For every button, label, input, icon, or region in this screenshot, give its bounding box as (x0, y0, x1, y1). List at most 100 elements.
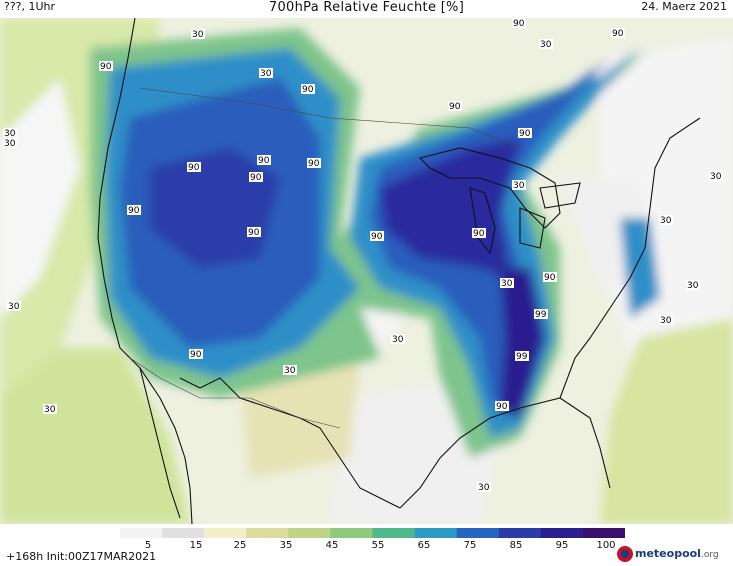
contour-label: 90 (307, 158, 321, 169)
contour-label: 90 (448, 101, 462, 112)
colorbar-tick: 15 (189, 540, 203, 551)
svg-text:30: 30 (478, 483, 490, 493)
contour-label: 30 (7, 301, 21, 312)
humidity-field (0, 18, 733, 524)
contour-label: 90 (495, 401, 509, 412)
colorbar-cell (372, 528, 416, 538)
svg-text:90: 90 (513, 19, 525, 29)
svg-text:90: 90 (473, 229, 485, 239)
map-date: 24. Maerz 2021 (641, 0, 727, 13)
init-time: +168h Init:00Z17MAR2021 (6, 550, 157, 563)
colorbar-tick: 45 (325, 540, 339, 551)
colorbar-cell (246, 528, 289, 538)
colorbar-tick: 95 (555, 540, 569, 551)
contour-label: 30 (191, 29, 205, 40)
contour-label: 30 (259, 68, 273, 79)
colorbar-cell (120, 528, 163, 538)
contour-label: 90 (611, 28, 625, 39)
contour-label: 30 (686, 280, 700, 291)
svg-text:30: 30 (513, 181, 525, 191)
colorbar-tick: 55 (371, 540, 385, 551)
colorbar-cell (498, 528, 542, 538)
colorbar-tick: 65 (417, 540, 431, 551)
svg-text:90: 90 (612, 29, 624, 39)
contour-label: 30 (43, 404, 57, 415)
contour-label: 30 (512, 180, 526, 191)
svg-text:30: 30 (44, 405, 56, 415)
svg-text:90: 90 (250, 173, 262, 183)
svg-text:30: 30 (660, 316, 672, 326)
contour-label: 90 (247, 227, 261, 238)
svg-text:30: 30 (710, 172, 722, 182)
svg-text:30: 30 (687, 281, 699, 291)
svg-text:30: 30 (660, 216, 672, 226)
svg-text:90: 90 (308, 159, 320, 169)
borders (129, 87, 521, 429)
svg-text:90: 90 (544, 273, 556, 283)
contour-label: 90 (370, 231, 384, 242)
svg-text:99: 99 (516, 352, 528, 362)
humidity-map: 90 90 90 90 90 90 90 90 90 90 90 90 90 9… (0, 18, 733, 524)
contour-label: 90 (512, 18, 526, 29)
svg-text:90: 90 (519, 129, 531, 139)
colorbar-tick: 75 (463, 540, 477, 551)
colorbar-tick: 35 (279, 540, 293, 551)
contour-label: 90 (187, 162, 201, 173)
svg-text:90: 90 (248, 228, 260, 238)
contour-label: 30 (659, 215, 673, 226)
svg-text:30: 30 (392, 335, 404, 345)
svg-text:90: 90 (371, 232, 383, 242)
colorbar-cell (582, 528, 625, 538)
colorbar-cell (204, 528, 247, 538)
svg-text:30: 30 (501, 279, 513, 289)
colorbar-cell (330, 528, 373, 538)
contour-label: 90 (301, 84, 315, 95)
colorbar-cell (456, 528, 500, 538)
contour-label: 30 (659, 315, 673, 326)
contour-label: 30 (391, 334, 405, 345)
contour-label: 30 (477, 482, 491, 493)
contour-label: 90 (543, 272, 557, 283)
meteopool-logo-text: meteopool.org (635, 547, 719, 560)
svg-text:99: 99 (535, 310, 547, 320)
svg-text:30: 30 (8, 302, 20, 312)
colorbar-cell (540, 528, 584, 538)
svg-text:30: 30 (260, 69, 272, 79)
map-title: 700hPa Relative Feuchte [%] (268, 0, 465, 15)
meteopool-logo-icon (617, 546, 633, 562)
contour-label: 90 (189, 349, 203, 360)
title-bar: ???, 1Uhr 700hPa Relative Feuchte [%] 24… (0, 0, 733, 18)
svg-text:30: 30 (192, 30, 204, 40)
colorbar-cell (414, 528, 458, 538)
contour-label: 90 (249, 172, 263, 183)
colorbar-cell (288, 528, 331, 538)
svg-text:90: 90 (188, 163, 200, 173)
contour-label: 30 (539, 39, 553, 50)
contour-label: 99 (534, 309, 548, 320)
contour-label: 30 (3, 138, 17, 149)
contour-labels: 90 90 90 90 90 90 90 90 90 90 90 90 90 9… (3, 18, 723, 493)
svg-text:90: 90 (258, 156, 270, 166)
contour-label: 30 (709, 171, 723, 182)
colorbar-tick: 5 (144, 540, 152, 551)
colorbar-cell (162, 528, 205, 538)
contour-label: 90 (518, 128, 532, 139)
svg-text:90: 90 (496, 402, 508, 412)
svg-text:90: 90 (449, 102, 461, 112)
svg-text:30: 30 (4, 139, 16, 149)
colorbar-tick: 85 (509, 540, 523, 551)
svg-text:30: 30 (4, 129, 16, 139)
svg-text:90: 90 (100, 62, 112, 72)
svg-text:30: 30 (540, 40, 552, 50)
valid-time: ???, 1Uhr (4, 0, 56, 13)
meteopool-logo[interactable]: meteopool.org (617, 546, 729, 564)
colorbar-tick: 25 (233, 540, 247, 551)
contour-label: 30 (283, 365, 297, 376)
svg-text:90: 90 (190, 350, 202, 360)
colorbar (120, 528, 625, 538)
contour-label: 90 (127, 205, 141, 216)
contour-label: 90 (257, 155, 271, 166)
svg-text:90: 90 (302, 85, 314, 95)
contour-label: 90 (472, 228, 486, 239)
contour-label: 30 (500, 278, 514, 289)
